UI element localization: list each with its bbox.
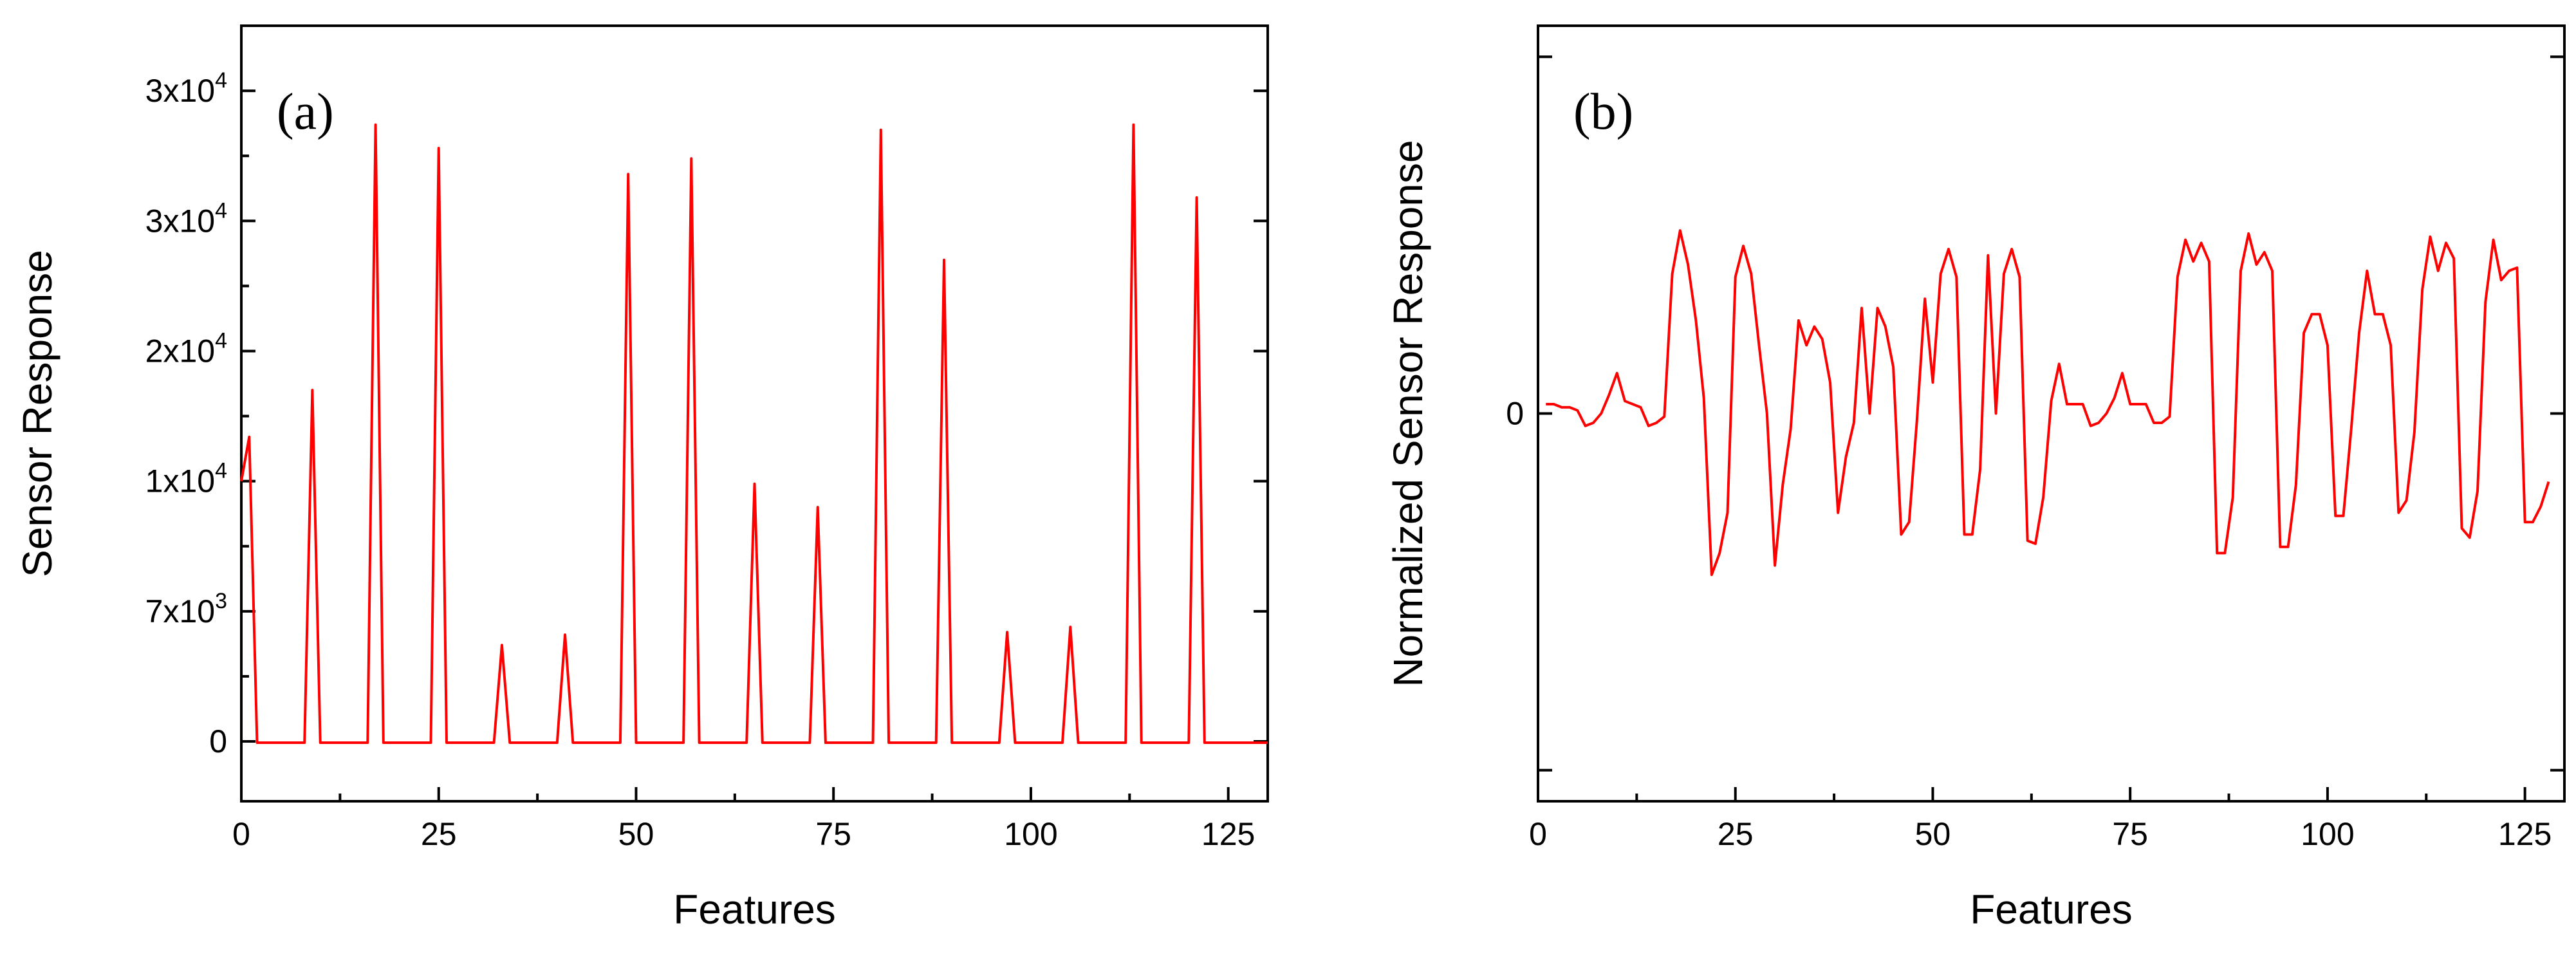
x-tick-label: 0 xyxy=(1529,816,1547,852)
y-tick-label: 0 xyxy=(209,723,227,759)
x-axis-title: Features xyxy=(1970,886,2133,933)
x-tick-label: 75 xyxy=(815,816,851,852)
x-tick-label: 100 xyxy=(2301,816,2354,852)
x-tick-label: 125 xyxy=(2498,816,2552,852)
y-tick-label: 7x103 xyxy=(145,589,227,629)
y-tick-label: 3x104 xyxy=(145,68,227,109)
x-tick-label: 125 xyxy=(1201,816,1255,852)
panel-label: (a) xyxy=(277,84,334,140)
y-axis-title: Normalized Sensor Response xyxy=(1385,140,1431,687)
x-tick-label: 75 xyxy=(2112,816,2148,852)
y-tick-label: 0 xyxy=(1506,396,1524,432)
x-tick-label: 100 xyxy=(1004,816,1057,852)
y-tick-label: 3x104 xyxy=(145,198,227,239)
x-tick-label: 50 xyxy=(1915,816,1951,852)
x-tick-label: 25 xyxy=(1718,816,1754,852)
x-tick-label: 0 xyxy=(232,816,250,852)
chart-panel-a: 0 25 50 75 100 125 0 7x103 1x104 2x104 3x104 3x104 F… xyxy=(14,24,1269,933)
chart-panel-b: 0 25 50 75 100 125 0 Features Normalized Sensor … xyxy=(1385,24,2566,933)
panel-label: (b) xyxy=(1573,84,1633,140)
y-tick-label: 1x104 xyxy=(145,459,227,499)
x-tick-label: 25 xyxy=(421,816,457,852)
plot-frame xyxy=(240,24,1269,803)
x-tick-label: 50 xyxy=(618,816,654,852)
y-tick-label: 2x104 xyxy=(145,328,227,369)
x-axis-title: Features xyxy=(673,886,836,933)
series-line-0 xyxy=(240,123,1268,744)
series-line-0 xyxy=(1546,229,2550,577)
y-axis-title: Sensor Response xyxy=(14,250,60,577)
